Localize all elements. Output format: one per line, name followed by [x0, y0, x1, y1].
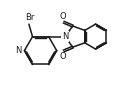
Text: Br: Br	[25, 13, 35, 22]
Text: N: N	[62, 32, 68, 41]
Text: O: O	[59, 52, 66, 61]
Text: O: O	[59, 12, 66, 21]
Text: N: N	[15, 46, 22, 55]
